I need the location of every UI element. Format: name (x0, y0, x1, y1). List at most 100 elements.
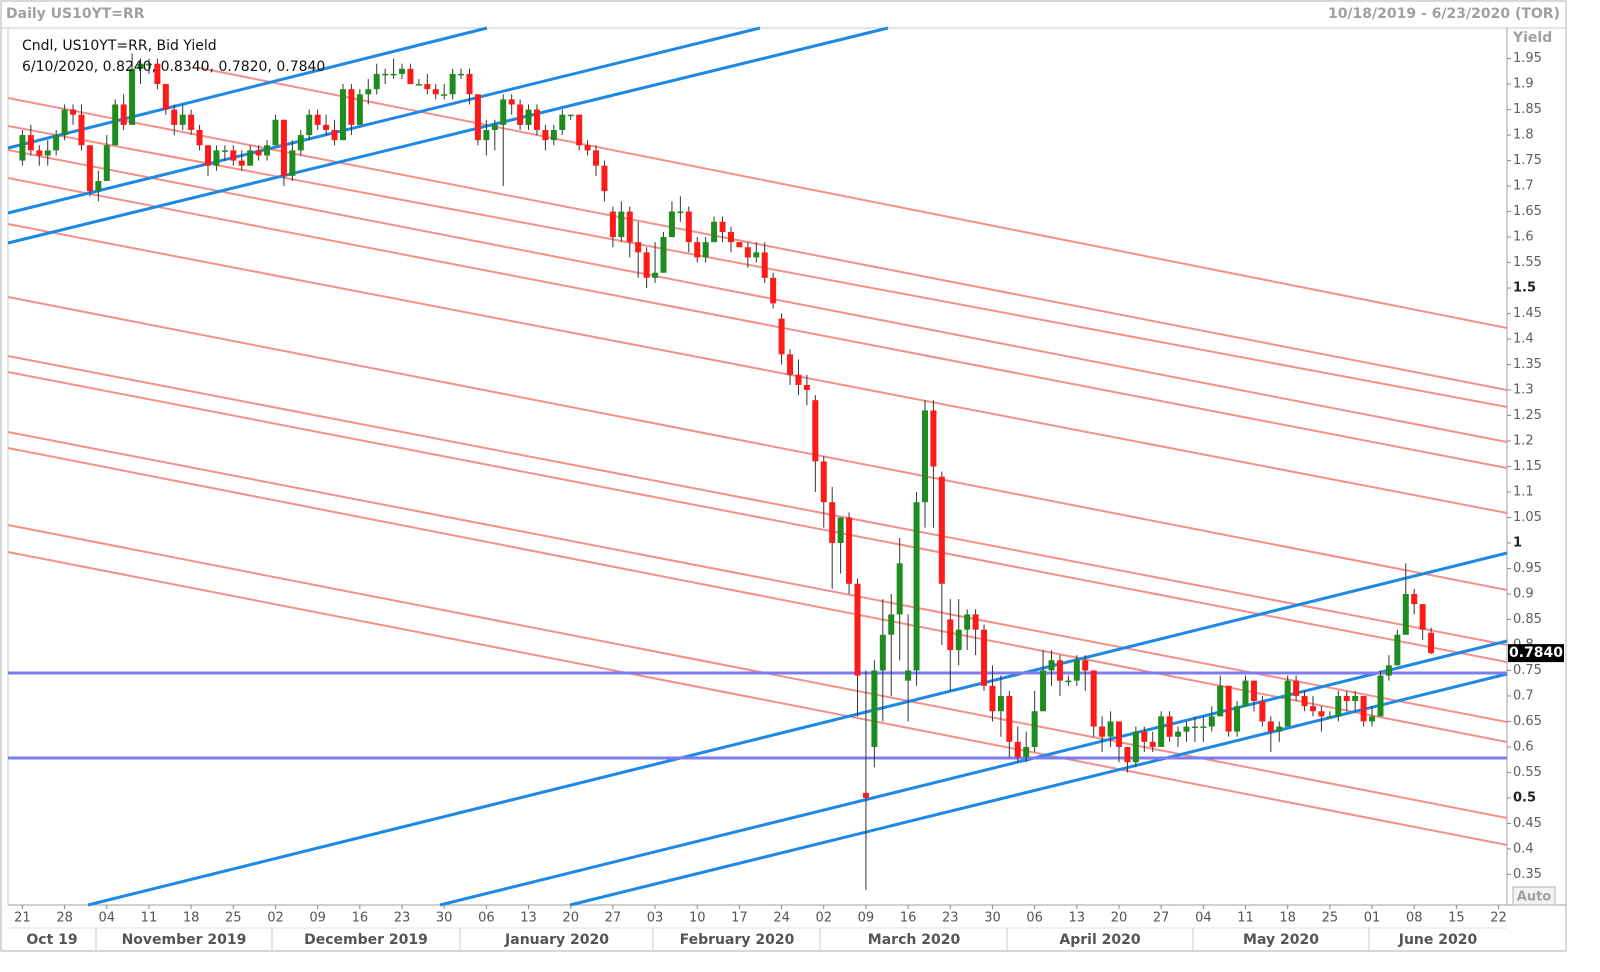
candle-body (458, 73, 465, 76)
channel-line (87, 551, 1508, 907)
candle-body (719, 221, 726, 232)
candle-body (1208, 716, 1215, 727)
month-label: December 2019 (304, 932, 428, 948)
candle-body (95, 180, 102, 192)
trend-line (7, 177, 1508, 469)
y-tick-label: 1.6 (1513, 230, 1534, 245)
candle-body (280, 119, 287, 176)
candle-body (162, 84, 169, 110)
y-tick-label: 0.85 (1513, 612, 1542, 627)
candle-body (618, 211, 625, 238)
candle-body (1428, 632, 1435, 654)
candle-body (390, 73, 397, 76)
candle-body (643, 252, 650, 278)
candle-body (921, 410, 928, 503)
x-tick-label: 06 (478, 911, 495, 926)
y-axis-title: Yield (1512, 30, 1552, 46)
candle-body (382, 73, 389, 76)
channel-line (7, 26, 488, 150)
auto-button[interactable] (1512, 886, 1556, 906)
x-tick-label: 06 (1026, 911, 1043, 926)
y-tick-label: 0.95 (1513, 561, 1542, 576)
candle-body (399, 68, 406, 74)
candle-body (500, 99, 507, 125)
x-tick-label: 02 (267, 911, 284, 926)
candle-body (736, 242, 743, 248)
trend-line (7, 447, 1508, 743)
y-tick-label: 1.8 (1513, 128, 1534, 143)
y-tick-label: 1.05 (1513, 510, 1542, 525)
y-tick-label: 1.9 (1513, 77, 1534, 92)
y-tick-label: 1.95 (1513, 51, 1542, 66)
candle-body (238, 160, 245, 166)
candle-body (576, 114, 583, 146)
y-tick-label: 1.55 (1513, 255, 1542, 270)
candle-body (1040, 670, 1047, 712)
candle-body (432, 89, 439, 95)
y-tick-label: 1.35 (1513, 357, 1542, 372)
candle-body (221, 150, 228, 152)
candle-body (407, 68, 414, 85)
candle-body (837, 517, 844, 543)
legend-title: Cndl, US10YT=RR, Bid Yield (22, 38, 217, 54)
candle-body (584, 145, 591, 151)
y-tick-label: 0.55 (1513, 765, 1542, 780)
y-tick-label: 1.25 (1513, 408, 1542, 423)
x-tick-label: 08 (1406, 911, 1423, 926)
y-tick-label: 1.75 (1513, 153, 1542, 168)
candle-body (205, 145, 212, 166)
candle-body (593, 150, 600, 166)
month-label: April 2020 (1059, 932, 1140, 948)
candle-body (1090, 670, 1097, 727)
x-tick-label: 23 (394, 911, 411, 926)
price-badge-label: 0.7840 (1509, 645, 1563, 661)
y-tick-label: 1.2 (1513, 434, 1534, 449)
candle-body (1343, 695, 1350, 702)
y-tick-label: 1.7 (1513, 179, 1534, 194)
y-tick-label: 0.5 (1513, 790, 1536, 805)
candle-body (609, 211, 616, 238)
y-tick-label: 0.65 (1513, 714, 1542, 729)
y-tick-label: 0.7 (1513, 688, 1534, 703)
candle-body (424, 84, 431, 90)
candle-body (1335, 695, 1342, 717)
candle-body (70, 109, 77, 115)
candle-body (264, 145, 271, 156)
candle-body (989, 685, 996, 712)
candle-body (171, 109, 178, 125)
candle-body (1394, 634, 1401, 666)
candle-body (1166, 716, 1173, 737)
y-tick-label: 0.4 (1513, 841, 1534, 856)
x-tick-label: 25 (1322, 911, 1339, 926)
candle-body (120, 104, 127, 125)
candle-body (314, 114, 321, 125)
candle-body (1158, 716, 1165, 747)
candle-body (154, 63, 161, 85)
x-tick-label: 23 (942, 911, 959, 926)
y-tick-label: 0.35 (1513, 867, 1542, 882)
candle-body (1411, 593, 1418, 605)
candle-body (44, 150, 51, 156)
x-tick-label: 01 (1364, 911, 1381, 926)
candle-body (1065, 680, 1072, 683)
candle-body (955, 629, 962, 651)
frame (0, 0, 1567, 952)
candle-body (365, 89, 372, 95)
candle-body (635, 242, 642, 253)
y-tick-label: 1.45 (1513, 306, 1542, 321)
candle-body (517, 104, 524, 125)
candle-body (1191, 726, 1198, 729)
x-tick-label: 13 (1069, 911, 1086, 926)
candle-body (1293, 680, 1300, 696)
candle-body (213, 150, 220, 166)
candle-body (78, 114, 85, 146)
x-tick-label: 09 (309, 911, 326, 926)
auto-button-label[interactable]: Auto (1517, 890, 1552, 905)
candle-body (761, 252, 768, 278)
x-tick-label: 28 (56, 911, 73, 926)
candle-body (947, 619, 954, 651)
candle-body (964, 614, 971, 630)
candle-body (533, 109, 540, 130)
candle-body (1141, 731, 1148, 742)
